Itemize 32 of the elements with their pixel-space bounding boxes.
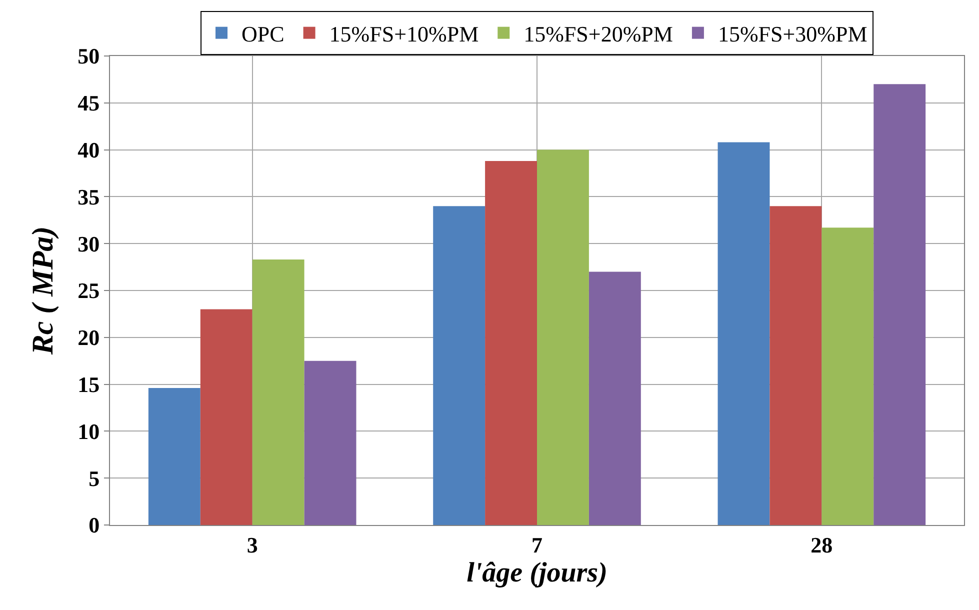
y-axis-title: Rc ( MPa) xyxy=(26,226,60,356)
y-tick-label: 10 xyxy=(78,418,100,444)
y-tick-label: 5 xyxy=(88,466,100,491)
x-axis-title: l'âge (jours) xyxy=(466,558,608,588)
bar xyxy=(874,84,926,525)
y-tick-label: 20 xyxy=(78,325,100,350)
bar xyxy=(770,206,822,525)
x-tick-label: 28 xyxy=(810,532,833,558)
bar xyxy=(252,260,304,525)
x-tick-label: 7 xyxy=(532,532,542,558)
y-tick-label: 35 xyxy=(78,184,100,210)
legend-label: 15%FS+30%PM xyxy=(718,21,868,46)
legend-label: 15%FS+20%PM xyxy=(524,21,673,46)
bar xyxy=(718,142,770,525)
bar xyxy=(200,309,252,525)
x-tick-label: 3 xyxy=(246,532,258,558)
y-tick-label: 45 xyxy=(78,90,100,116)
y-tick-label: 0 xyxy=(88,512,100,538)
legend-label: 15%FS+10%PM xyxy=(329,21,479,46)
y-tick-label: 50 xyxy=(78,44,100,69)
bar xyxy=(588,272,641,525)
y-tick-label: 30 xyxy=(78,231,100,256)
y-tick-label: 15 xyxy=(78,372,100,397)
bar xyxy=(304,360,356,525)
y-tick-label: 25 xyxy=(78,278,100,304)
bar xyxy=(148,388,200,525)
legend-label: OPC xyxy=(242,21,284,46)
bar xyxy=(537,150,589,525)
bar xyxy=(485,161,537,525)
y-tick-label: 40 xyxy=(78,138,100,162)
bar xyxy=(433,206,486,525)
bar xyxy=(822,228,874,525)
